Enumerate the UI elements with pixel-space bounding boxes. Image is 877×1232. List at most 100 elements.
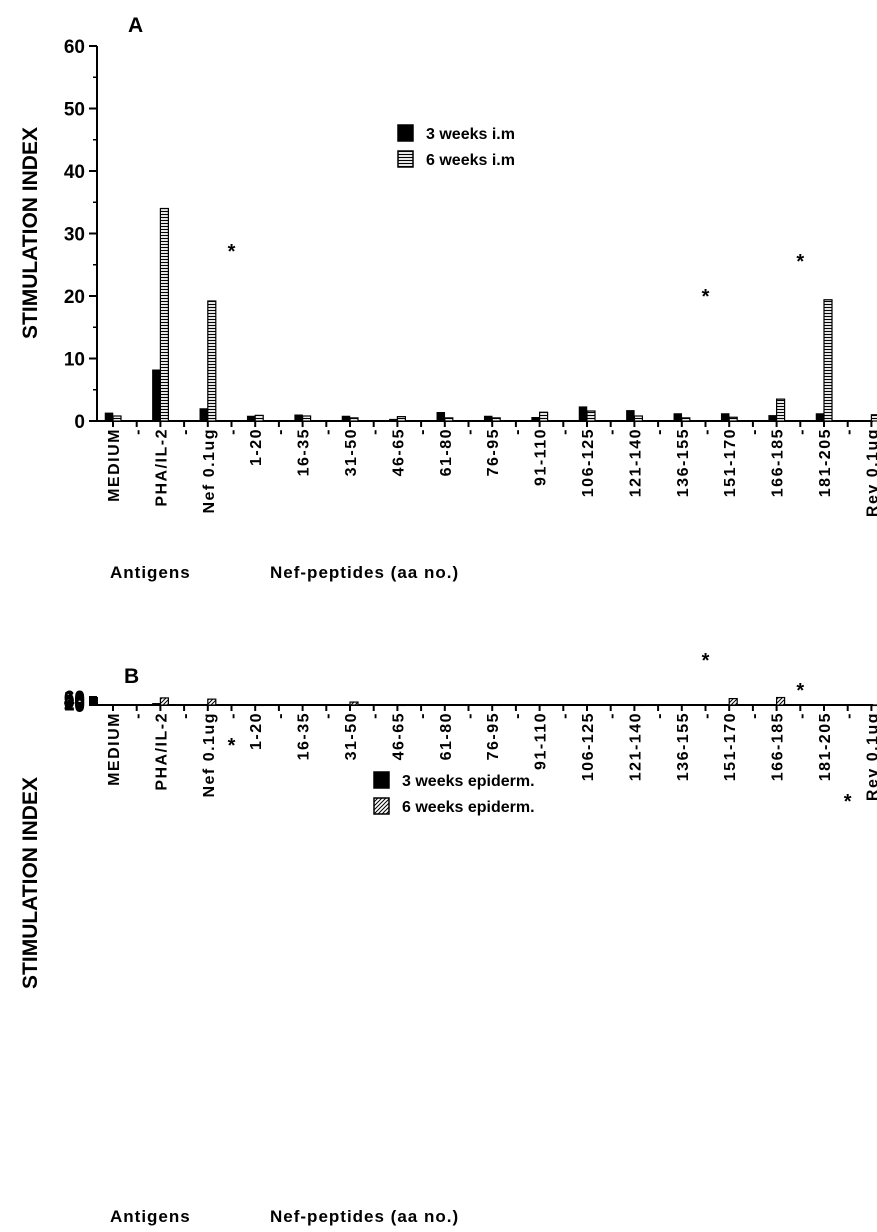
bar <box>246 415 256 422</box>
bar <box>389 704 398 706</box>
bar <box>626 410 635 422</box>
x-tick-label: 61-80 <box>438 712 455 760</box>
significance-asterisk: * <box>702 650 710 672</box>
x-tick-label: - <box>841 712 858 719</box>
bar <box>112 704 122 706</box>
x-tick-label: 61-80 <box>438 428 455 476</box>
x-tick-label: - <box>130 428 147 435</box>
bar <box>254 414 264 422</box>
x-tick-label: - <box>130 712 147 719</box>
bar <box>294 414 303 422</box>
bar <box>349 701 359 706</box>
legend-swatch <box>373 797 390 815</box>
x-tick-label: Rev 0.1ug <box>864 712 877 801</box>
panel-label: B <box>124 665 139 688</box>
x-tick-label: Nef 0.1ug <box>201 712 218 798</box>
x-tick-label: Nef 0.1ug <box>201 428 218 514</box>
x-tick-label: - <box>462 428 479 435</box>
bar <box>578 704 588 706</box>
x-tick-label: - <box>556 712 573 719</box>
bar <box>104 412 114 422</box>
legend-label: 3 weeks epiderm. <box>402 773 535 790</box>
bar <box>870 704 877 707</box>
x-tick-label: - <box>746 712 763 719</box>
panel-label: A <box>128 14 143 37</box>
legend-label: 3 weeks i.m <box>426 126 515 143</box>
bar <box>728 416 738 422</box>
bar <box>207 300 217 422</box>
bar <box>863 420 872 422</box>
x-tick-label: - <box>225 428 242 435</box>
bar <box>586 704 596 706</box>
bar <box>681 704 691 706</box>
x-tick-label: 76-95 <box>485 428 502 476</box>
bar <box>483 415 493 422</box>
x-tick-label: PHA/IL-2 <box>153 712 170 791</box>
x-tick-label: - <box>272 428 289 435</box>
x-tick-label: - <box>414 712 431 719</box>
bar <box>483 704 493 706</box>
x-tick-label: - <box>509 712 526 719</box>
group-label-peptides: Nef-peptides (aa no.) <box>270 563 459 582</box>
x-tick-label: 121-140 <box>627 712 644 781</box>
bar <box>681 417 691 422</box>
x-tick-label: 136-155 <box>675 712 692 781</box>
bar <box>152 703 161 706</box>
bar <box>863 704 872 706</box>
x-tick-label: - <box>746 428 763 435</box>
significance-asterisk: * <box>702 286 710 308</box>
bar <box>633 704 644 707</box>
x-tick-label: 46-65 <box>390 428 407 476</box>
bar <box>720 704 730 706</box>
x-tick-label: - <box>793 428 810 435</box>
x-tick-label: 76-95 <box>485 712 502 760</box>
bar <box>586 410 596 422</box>
bar <box>396 416 406 422</box>
y-tick-label: 0 <box>74 696 85 717</box>
bar <box>491 704 501 707</box>
bar <box>199 408 209 422</box>
y-axis-title: STIMULATION INDEX <box>19 777 42 989</box>
x-tick-label: - <box>604 428 621 435</box>
bar <box>531 417 540 422</box>
y-axis-title: STIMULATION INDEX <box>19 127 42 339</box>
x-tick-label: 121-140 <box>627 428 644 497</box>
bar <box>444 417 454 422</box>
x-tick-label: 181-205 <box>817 428 834 497</box>
bar <box>538 411 549 422</box>
bar <box>775 696 786 706</box>
x-tick-label: - <box>462 712 479 719</box>
y-tick-label: 30 <box>64 225 85 246</box>
x-tick-label: - <box>225 712 242 719</box>
x-tick-label: - <box>793 712 810 719</box>
x-tick-label: MEDIUM <box>106 712 123 786</box>
x-tick-label: - <box>177 428 194 435</box>
legend-swatch <box>397 124 414 142</box>
y-tick-label: 50 <box>64 100 85 121</box>
bar <box>302 704 312 706</box>
bar <box>768 415 777 422</box>
bar <box>578 406 588 422</box>
x-tick-label: 166-185 <box>770 428 787 497</box>
x-tick-label: MEDIUM <box>106 428 123 502</box>
bar <box>444 704 454 707</box>
bar <box>349 417 359 422</box>
bar <box>246 704 256 706</box>
significance-asterisk: * <box>844 791 852 813</box>
x-tick-label: - <box>699 428 716 435</box>
x-tick-label: 136-155 <box>675 428 692 497</box>
significance-asterisk: * <box>796 680 804 702</box>
x-tick-label: 31-50 <box>343 428 360 476</box>
y-tick-label: 20 <box>64 693 85 714</box>
bar <box>396 704 406 707</box>
legend-label: 6 weeks i.m <box>426 152 515 169</box>
bar <box>823 299 833 422</box>
x-tick-label: 31-50 <box>343 712 360 760</box>
x-tick-label: - <box>604 712 621 719</box>
bar <box>720 413 730 422</box>
bar <box>302 415 312 422</box>
bar <box>159 207 169 422</box>
legend-swatch <box>373 771 390 789</box>
bar <box>728 697 738 706</box>
